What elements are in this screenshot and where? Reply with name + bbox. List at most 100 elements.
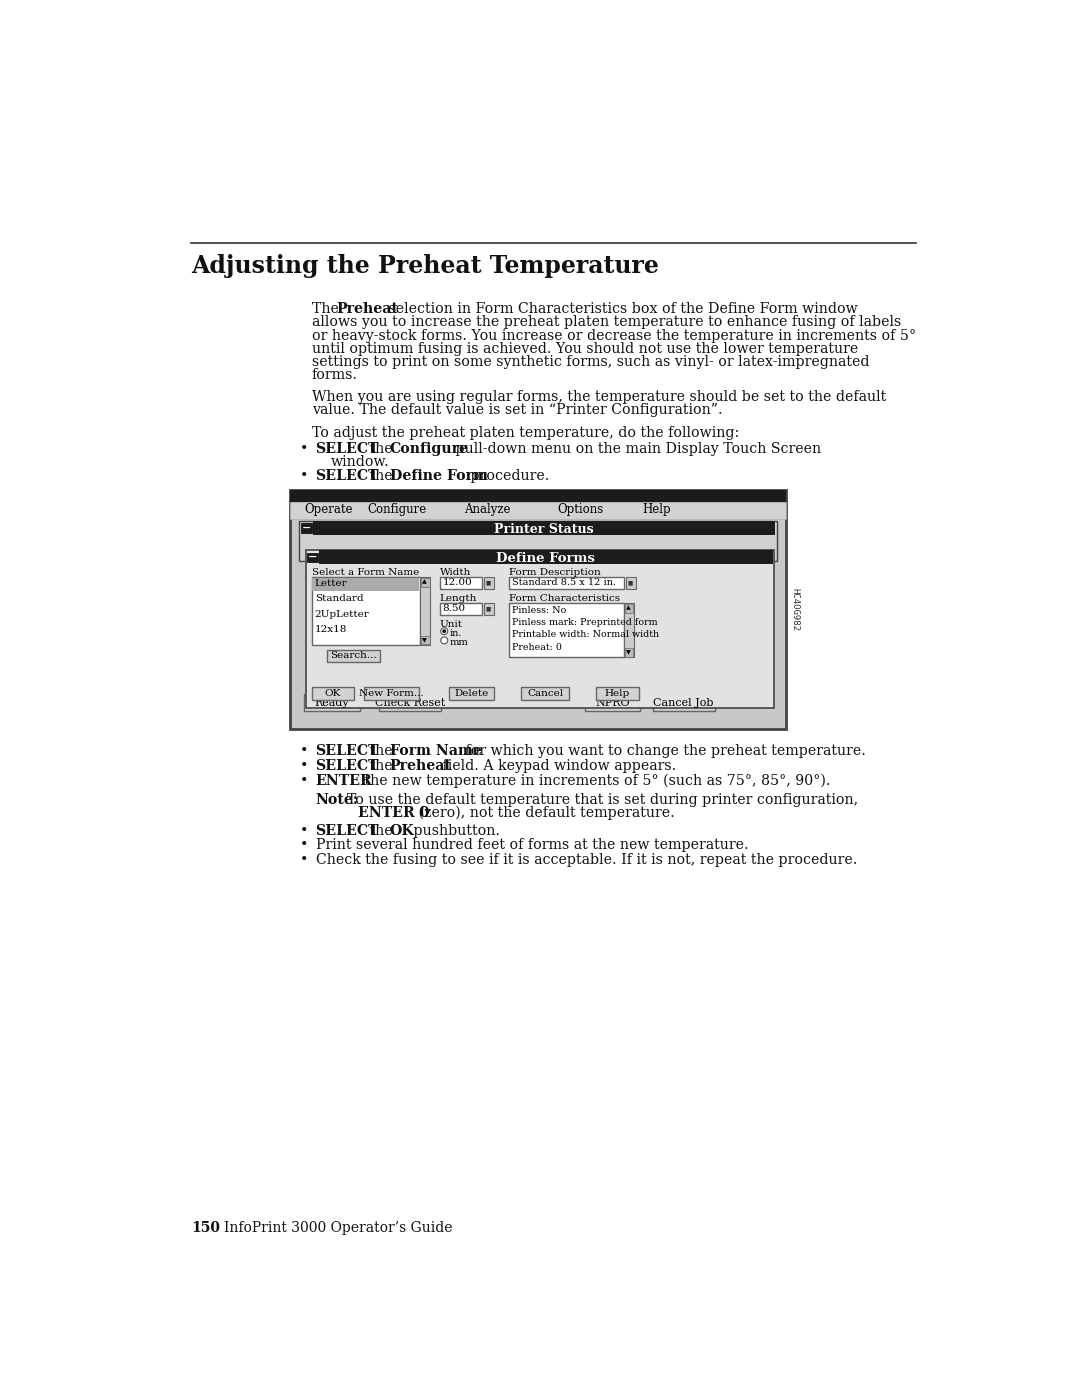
Text: •: • [300, 745, 309, 759]
Text: allows you to increase the preheat platen temperature to enhance fusing of label: allows you to increase the preheat plate… [312, 316, 901, 330]
Text: 2UpLetter: 2UpLetter [314, 609, 369, 619]
Bar [521, 686, 569, 700]
Bar [313, 521, 775, 535]
Text: ENTER: ENTER [315, 774, 373, 788]
Text: The: The [312, 302, 343, 316]
Bar [624, 604, 634, 658]
Text: Unit: Unit [440, 620, 462, 630]
Text: To adjust the preheat platen temperature, do the following:: To adjust the preheat platen temperature… [312, 426, 739, 440]
Text: Cancel: Cancel [527, 689, 563, 698]
Text: window.: window. [332, 455, 390, 469]
Text: (zero), not the default temperature.: (zero), not the default temperature. [414, 806, 674, 820]
Text: ENTER 0: ENTER 0 [359, 806, 430, 820]
Text: Form Description: Form Description [510, 569, 602, 577]
Bar [421, 636, 430, 644]
Text: Ready: Ready [314, 698, 349, 708]
Text: Form Name: Form Name [390, 745, 482, 759]
Text: Printer Status: Printer Status [495, 522, 594, 535]
Text: •: • [300, 441, 309, 455]
Text: SELECT: SELECT [315, 469, 379, 483]
Text: Operate: Operate [303, 503, 352, 517]
Text: Options: Options [557, 503, 604, 517]
Text: Standard 8.5 x 12 in.: Standard 8.5 x 12 in. [512, 578, 617, 587]
Bar [303, 694, 360, 711]
Text: ▲: ▲ [626, 605, 631, 610]
Text: Cancel Job: Cancel Job [653, 698, 714, 708]
Bar [625, 648, 633, 657]
Text: or heavy-stock forms. You increase or decrease the temperature in increments of : or heavy-stock forms. You increase or de… [312, 328, 916, 342]
Text: the: the [365, 469, 397, 483]
Text: Analyze: Analyze [464, 503, 511, 517]
Text: Pinless: No: Pinless: No [512, 606, 566, 615]
Circle shape [441, 637, 448, 644]
Text: Letter: Letter [314, 578, 348, 588]
Text: Search...: Search... [330, 651, 377, 661]
Circle shape [441, 627, 448, 634]
Bar [307, 553, 318, 562]
Text: ■: ■ [486, 606, 491, 612]
Text: •: • [300, 774, 309, 788]
Bar [291, 502, 786, 518]
Text: in.: in. [449, 629, 462, 638]
Text: Preheat: 0: Preheat: 0 [512, 643, 562, 652]
Text: ■: ■ [486, 580, 491, 585]
Bar [440, 577, 482, 588]
Text: ■: ■ [627, 580, 633, 585]
Text: Printable width: Normal width: Printable width: Normal width [512, 630, 659, 640]
Text: •: • [300, 824, 309, 838]
Text: ▲: ▲ [422, 580, 428, 584]
Bar [301, 524, 312, 532]
Bar [652, 694, 715, 711]
Bar [327, 650, 380, 662]
Text: SELECT: SELECT [315, 441, 379, 455]
Bar [596, 686, 638, 700]
Bar [320, 550, 773, 564]
Text: ▼: ▼ [626, 650, 631, 655]
Text: Width: Width [440, 569, 471, 577]
Text: 150: 150 [191, 1221, 220, 1235]
Bar [421, 578, 430, 587]
Text: •: • [300, 854, 309, 868]
Text: for which you want to change the preheat temperature.: for which you want to change the preheat… [461, 745, 866, 759]
Text: procedure.: procedure. [465, 469, 549, 483]
Text: forms.: forms. [312, 367, 357, 381]
Bar [312, 578, 419, 591]
Text: Define Forms: Define Forms [497, 552, 595, 564]
Text: settings to print on some synthetic forms, such as vinyl- or latex-impregnated: settings to print on some synthetic form… [312, 355, 869, 369]
Bar [510, 577, 624, 588]
Text: Help: Help [605, 689, 630, 698]
Bar [291, 490, 786, 502]
Text: New Form...: New Form... [360, 689, 423, 698]
Bar [291, 490, 786, 729]
Text: When you are using regular forms, the temperature should be set to the default: When you are using regular forms, the te… [312, 390, 886, 404]
Text: Adjusting the Preheat Temperature: Adjusting the Preheat Temperature [191, 254, 659, 278]
Circle shape [443, 629, 446, 633]
Text: Form Characteristics: Form Characteristics [510, 594, 620, 604]
Bar [312, 577, 420, 645]
Text: until optimum fusing is achieved. You should not use the lower temperature: until optimum fusing is achieved. You sh… [312, 342, 858, 356]
Text: Check the fusing to see if it is acceptable. If it is not, repeat the procedure.: Check the fusing to see if it is accepta… [315, 854, 856, 868]
Text: Note:: Note: [315, 793, 359, 807]
Text: the: the [365, 441, 397, 455]
Text: the: the [365, 745, 397, 759]
Text: Standard: Standard [314, 594, 364, 604]
Text: Check Reset: Check Reset [375, 698, 445, 708]
Text: −: − [301, 522, 311, 534]
Bar [379, 694, 441, 711]
Text: field. A keypad window appears.: field. A keypad window appears. [437, 759, 676, 773]
Text: InfoPrint 3000 Operator’s Guide: InfoPrint 3000 Operator’s Guide [225, 1221, 453, 1235]
Text: OK: OK [390, 824, 415, 838]
Text: mm: mm [449, 638, 469, 647]
Text: HC4OG982: HC4OG982 [791, 588, 800, 631]
Text: selection in Form Characteristics box of the Define Form window: selection in Form Characteristics box of… [384, 302, 858, 316]
Text: Configure: Configure [390, 441, 469, 455]
Text: 8.50: 8.50 [443, 605, 465, 613]
Bar [584, 694, 640, 711]
Text: •: • [300, 469, 309, 483]
Text: OK: OK [324, 689, 341, 698]
Text: 12.00: 12.00 [443, 578, 472, 587]
Text: SELECT: SELECT [315, 824, 379, 838]
Text: Preheat: Preheat [390, 759, 451, 773]
Text: Print several hundred feet of forms at the new temperature.: Print several hundred feet of forms at t… [315, 838, 748, 852]
Bar [510, 604, 624, 658]
